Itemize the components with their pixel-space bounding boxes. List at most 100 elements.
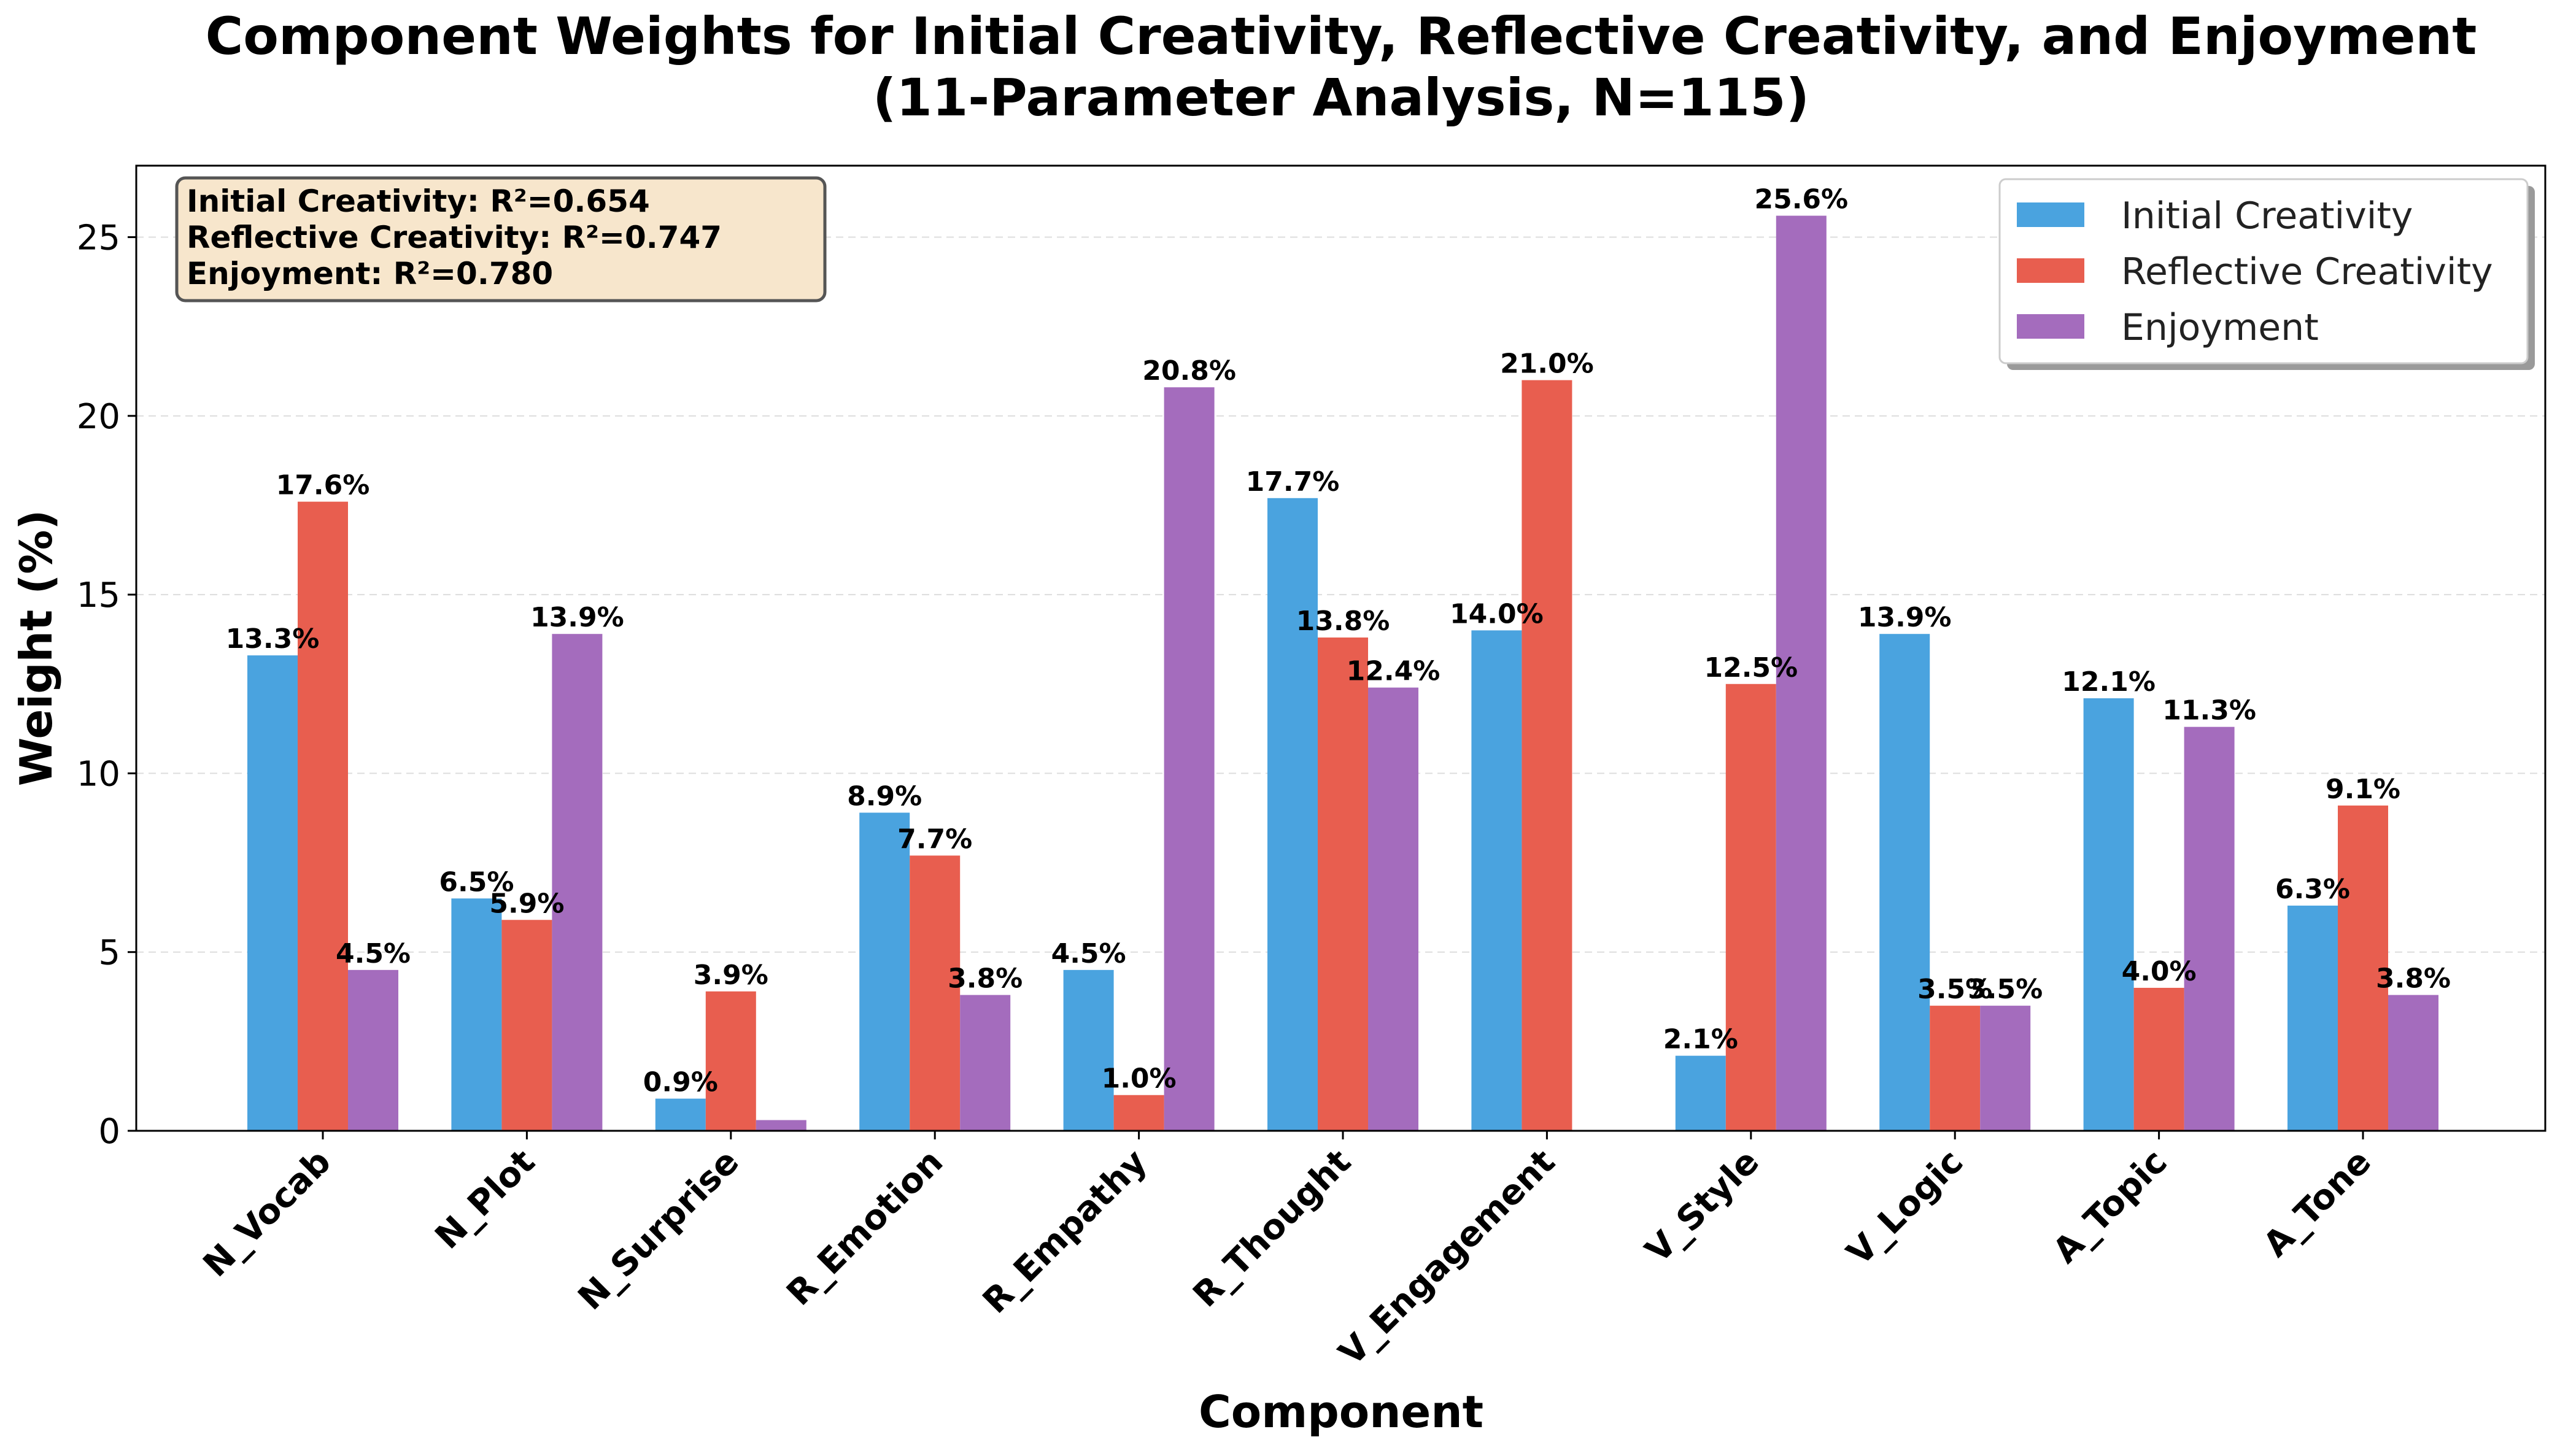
- bar-label-0-A_Topic: 12.1%: [2062, 666, 2156, 698]
- x-tick-label-A_Tone: A_Tone: [2256, 1142, 2378, 1265]
- bar-1-R_Emotion: [910, 855, 961, 1131]
- chart-subtitle: (11-Parameter Analysis, N=115): [873, 67, 1809, 128]
- bar-label-2-N_Vocab: 4.5%: [336, 938, 411, 969]
- bar-label-0-V_Style: 2.1%: [1663, 1024, 1738, 1055]
- bar-0-V_Style: [1675, 1055, 1726, 1131]
- bar-label-2-R_Empathy: 20.8%: [1142, 355, 1236, 387]
- bar-0-A_Topic: [2083, 698, 2134, 1131]
- stats-line-initial: Initial Creativity: R²=0.654: [187, 183, 650, 219]
- bar-0-N_Plot: [451, 898, 502, 1131]
- x-tick-label-R_Empathy: R_Empathy: [975, 1142, 1155, 1322]
- legend-swatch-enjoyment: [2017, 314, 2084, 339]
- bar-label-0-R_Thought: 17.7%: [1246, 466, 1340, 498]
- bar-label-1-R_Thought: 13.8%: [1296, 606, 1390, 637]
- legend-label-enjoyment: Enjoyment: [2121, 306, 2319, 349]
- bars: [247, 215, 2438, 1131]
- bar-label-2-A_Topic: 11.3%: [2162, 695, 2256, 726]
- bar-0-V_Logic: [1879, 634, 1930, 1131]
- stats-line-enjoyment: Enjoyment: R²=0.780: [187, 256, 553, 291]
- bar-1-A_Tone: [2338, 805, 2388, 1131]
- y-tick-label-2: 10: [77, 754, 120, 794]
- bar-1-R_Empathy: [1113, 1095, 1164, 1131]
- legend-swatch-reflective: [2017, 258, 2084, 283]
- y-tick-label-0: 0: [98, 1112, 120, 1152]
- bar-1-N_Surprise: [705, 991, 756, 1131]
- bar-labels: 13.3% 6.5% 0.9% 8.9% 4.5% 17.7% 14.0% 2.1% 13.9%…: [226, 184, 2451, 1098]
- bar-2-N_Surprise: [756, 1120, 806, 1131]
- bar-label-1-N_Surprise: 3.9%: [694, 960, 768, 991]
- bar-1-R_Thought: [1318, 637, 1368, 1131]
- bar-label-1-V_Style: 12.5%: [1704, 652, 1798, 684]
- bar-0-R_Thought: [1267, 498, 1318, 1131]
- stats-line-reflective: Reflective Creativity: R²=0.747: [187, 220, 722, 255]
- y-tick-label-5: 25: [77, 218, 120, 258]
- bar-label-0-R_Emotion: 8.9%: [847, 780, 922, 812]
- bar-label-0-V_Logic: 13.9%: [1858, 602, 1952, 633]
- bar-2-A_Tone: [2388, 995, 2438, 1131]
- bar-label-1-R_Empathy: 1.0%: [1102, 1063, 1177, 1095]
- bar-label-1-R_Emotion: 7.7%: [897, 823, 972, 855]
- x-tick-label-N_Surprise: N_Surprise: [571, 1142, 747, 1318]
- bar-1-V_Engagement: [1522, 380, 1572, 1131]
- bar-0-N_Surprise: [655, 1098, 706, 1131]
- legend-label-reflective: Reflective Creativity: [2121, 250, 2493, 293]
- bar-0-V_Engagement: [1471, 630, 1522, 1131]
- x-tick-label-R_Thought: R_Thought: [1186, 1142, 1359, 1315]
- bar-label-1-N_Plot: 5.9%: [489, 888, 564, 919]
- bar-0-R_Empathy: [1063, 969, 1114, 1131]
- chart-title: Component Weights for Initial Creativity…: [206, 6, 2477, 66]
- x-tick-label-N_Vocab: N_Vocab: [196, 1142, 339, 1285]
- bar-label-2-R_Emotion: 3.8%: [948, 963, 1023, 995]
- stats-box-frame: [175, 176, 827, 302]
- y-tick-label-3: 15: [77, 576, 120, 615]
- bar-label-1-V_Engagement: 21.0%: [1500, 349, 1594, 380]
- x-tick-label-V_Engagement: V_Engagement: [1331, 1142, 1563, 1373]
- bar-0-N_Vocab: [247, 655, 298, 1131]
- x-tick-label-R_Emotion: R_Emotion: [779, 1142, 951, 1314]
- bar-label-2-A_Tone: 3.8%: [2376, 963, 2451, 995]
- y-axis-label: Weight (%): [10, 510, 62, 787]
- bar-label-0-V_Engagement: 14.0%: [1450, 598, 1544, 630]
- bar-2-N_Vocab: [348, 969, 398, 1131]
- bar-0-R_Emotion: [859, 812, 910, 1131]
- bar-label-2-V_Style: 25.6%: [1754, 184, 1848, 215]
- bar-0-A_Tone: [2287, 905, 2338, 1131]
- plot-frame: [135, 164, 2546, 1132]
- bar-2-R_Thought: [1368, 687, 1418, 1131]
- bar-label-2-R_Thought: 12.4%: [1347, 656, 1440, 687]
- bar-label-0-N_Vocab: 13.3%: [226, 623, 320, 655]
- legend-frame: [1998, 178, 2529, 364]
- bar-1-V_Logic: [1930, 1006, 1981, 1131]
- bar-label-2-V_Logic: 3.5%: [1968, 974, 2043, 1005]
- legend: Initial Creativity Reflective Creativity…: [1998, 178, 2535, 370]
- bar-label-2-N_Plot: 13.9%: [530, 602, 624, 633]
- x-axis-ticks: N_Vocab N_Plot N_Surprise R_Emotion R_Empath…: [196, 1131, 2379, 1373]
- legend-swatch-initial: [2017, 202, 2084, 227]
- bar-2-V_Style: [1776, 215, 1827, 1131]
- legend-label-initial: Initial Creativity: [2121, 195, 2413, 237]
- bar-label-1-A_Tone: 9.1%: [2326, 774, 2400, 805]
- bar-label-0-N_Surprise: 0.9%: [643, 1067, 718, 1098]
- x-tick-label-N_Plot: N_Plot: [428, 1142, 543, 1257]
- bar-1-A_Topic: [2133, 987, 2184, 1131]
- bar-1-V_Style: [1725, 684, 1776, 1131]
- x-axis-label: Component: [1199, 1386, 1483, 1438]
- bar-2-N_Plot: [552, 634, 603, 1131]
- bar-1-N_Vocab: [298, 501, 348, 1131]
- bar-label-1-N_Vocab: 17.6%: [276, 470, 370, 501]
- y-tick-label-4: 20: [77, 397, 120, 437]
- bar-label-0-A_Tone: 6.3%: [2275, 874, 2350, 905]
- bar-label-0-N_Plot: 6.5%: [439, 866, 514, 898]
- bar-2-R_Emotion: [960, 995, 1011, 1131]
- bar-label-0-R_Empathy: 4.5%: [1051, 938, 1126, 969]
- bar-2-V_Logic: [1980, 1006, 2031, 1131]
- stats-box: Initial Creativity: R²=0.654 Reflective …: [175, 176, 827, 302]
- bar-label-1-V_Logic: 3.5%: [1917, 974, 1992, 1005]
- y-tick-label-1: 5: [98, 933, 120, 973]
- bar-2-A_Topic: [2184, 726, 2235, 1131]
- x-tick-label-V_Style: V_Style: [1638, 1142, 1767, 1271]
- x-tick-label-V_Logic: V_Logic: [1839, 1142, 1971, 1273]
- bar-label-1-A_Topic: 4.0%: [2122, 956, 2197, 987]
- x-tick-label-A_Topic: A_Topic: [2046, 1142, 2175, 1271]
